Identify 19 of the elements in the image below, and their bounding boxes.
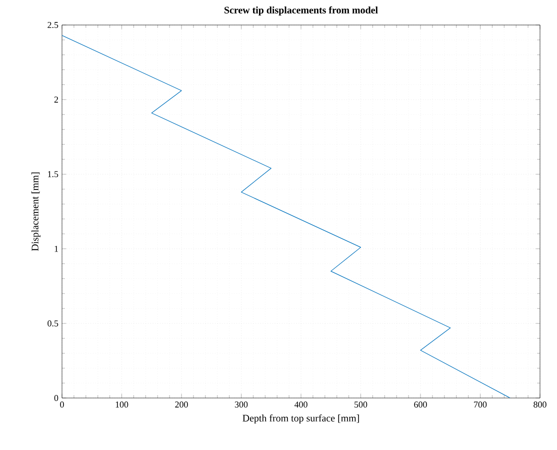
chart-title: Screw tip displacements from model (224, 6, 378, 16)
y-tick-label: 2.5 (48, 22, 58, 28)
x-tick-label: 300 (234, 402, 248, 408)
line-series (62, 35, 510, 398)
y-axis-title: Displacement [mm] (31, 172, 40, 251)
x-tick-label: 800 (534, 402, 546, 408)
y-tick-label: 0.5 (48, 320, 58, 326)
y-tick-label: 0 (54, 394, 58, 402)
x-tick-label: 200 (175, 402, 188, 408)
x-tick-label: 0 (60, 402, 64, 408)
x-tick-label: 600 (414, 402, 427, 408)
y-tick-label: 1.5 (48, 171, 58, 178)
x-tick-label: 100 (116, 402, 128, 408)
x-tick-label: 500 (354, 402, 368, 408)
x-tick-label: 700 (474, 402, 487, 408)
x-tick-label: 400 (294, 402, 308, 408)
y-tick-label: 1 (54, 246, 58, 252)
x-axis-title: Depth from top surface [mm] (242, 414, 359, 424)
y-tick-label: 2 (54, 96, 58, 103)
